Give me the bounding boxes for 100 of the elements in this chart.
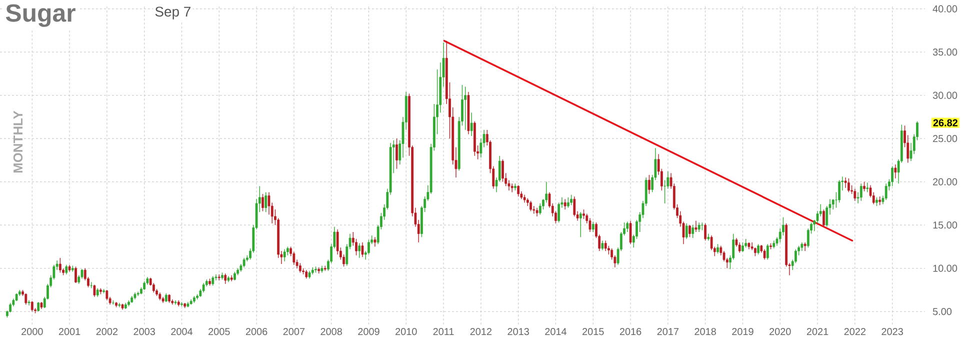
candlestick	[230, 274, 233, 282]
candlestick	[202, 282, 205, 293]
candlestick	[470, 112, 473, 136]
candlestick	[30, 300, 34, 312]
y-tick-label: 10.00	[933, 264, 958, 272]
x-tick-label: 2016	[620, 328, 642, 336]
x-tick-label: 2000	[22, 328, 43, 336]
candlestick	[763, 248, 766, 260]
candlestick	[860, 183, 862, 202]
candlestick	[648, 174, 650, 194]
candlestick	[884, 183, 888, 200]
candlestick	[374, 236, 376, 248]
candlestick	[742, 242, 744, 252]
candlestick	[707, 233, 710, 241]
x-tick-label: 2012	[470, 328, 492, 336]
candlestick	[573, 196, 576, 217]
x-tick-label: 2018	[694, 328, 716, 336]
candlestick	[738, 242, 741, 254]
candlestick	[283, 248, 286, 262]
x-tick-label: 2006	[246, 328, 268, 336]
candlestick	[65, 264, 68, 275]
x-tick-label: 2005	[208, 328, 230, 336]
x-tick-label: 2011	[433, 328, 454, 336]
x-tick-label: 2017	[657, 328, 679, 336]
candlestick	[24, 293, 28, 305]
candlestick	[570, 194, 573, 206]
annotation: 26.82	[933, 119, 958, 126]
candlestick	[844, 177, 847, 188]
candlestick	[698, 222, 700, 232]
candlestick	[242, 258, 246, 268]
candlestick	[262, 194, 264, 212]
candlestick	[564, 198, 566, 210]
annotation: MONTHLY	[13, 110, 23, 173]
candlestick	[502, 158, 504, 182]
candlestick	[704, 222, 707, 241]
candlestick	[510, 183, 514, 193]
candlestick	[891, 166, 894, 186]
candlestick	[601, 240, 604, 250]
candlestick	[538, 203, 542, 216]
candlestick	[74, 266, 77, 284]
candlestick	[588, 218, 592, 232]
x-tick-label: 2013	[508, 328, 529, 336]
candlestick	[530, 200, 532, 212]
candlestick	[688, 224, 691, 238]
y-tick-label: 20.00	[933, 178, 958, 186]
candlestick	[894, 164, 897, 179]
candlestick	[396, 138, 398, 170]
candlestick	[626, 221, 629, 232]
chart-title: Sugar	[6, 4, 76, 27]
candlestick	[716, 244, 719, 254]
candlestick	[361, 242, 364, 258]
candlestick	[106, 290, 108, 301]
candlestick	[264, 192, 268, 212]
x-tick-label: 2014	[545, 328, 567, 336]
candlestick	[579, 212, 582, 238]
candlestick	[629, 220, 632, 244]
y-tick-label: 40.00	[932, 5, 958, 12]
y-tick-label: 5.00	[932, 308, 952, 316]
candlestick	[766, 244, 769, 260]
candlestick	[517, 184, 520, 197]
x-tick-label: 2009	[358, 328, 380, 336]
candlestick	[822, 209, 825, 228]
candlestick	[757, 244, 760, 255]
candlestick	[866, 182, 869, 193]
y-tick-label: 35.00	[932, 48, 958, 56]
candlestick	[324, 265, 326, 272]
candlestick	[854, 188, 856, 202]
x-tick-label: 2001	[58, 328, 80, 336]
y-tick-label: 30.00	[932, 92, 958, 99]
y-tick-label: 15.00	[933, 222, 958, 229]
x-tick-label: 2019	[732, 328, 754, 336]
candlestick	[863, 181, 866, 192]
x-tick-label: 2003	[134, 328, 155, 336]
x-tick-label: 2004	[171, 328, 193, 336]
x-tick-label: 2022	[844, 328, 866, 336]
candlestick	[592, 221, 594, 232]
x-tick-label: 2008	[320, 328, 342, 336]
candlestick	[93, 284, 96, 298]
candlestick	[692, 224, 694, 238]
x-tick-label: 2023	[882, 328, 903, 336]
x-tick-label: 2007	[283, 328, 305, 336]
candlestick	[604, 240, 607, 252]
candlestick	[37, 302, 40, 312]
candlestick	[298, 262, 302, 273]
x-tick-label: 2021	[806, 328, 828, 336]
y-tick-label: 25.00	[933, 135, 958, 142]
candlestick	[58, 258, 62, 273]
chart-subtitle: Sep 7	[155, 6, 190, 20]
x-tick-label: 2015	[582, 328, 604, 336]
candlestick	[694, 220, 698, 232]
x-tick-label: 2020	[770, 328, 791, 336]
candlestick	[224, 273, 227, 284]
candlestick	[582, 209, 585, 220]
candlestick	[358, 242, 361, 258]
x-tick-label: 2002	[96, 328, 118, 336]
candlestick	[566, 197, 570, 208]
x-tick-label: 2010	[396, 328, 417, 336]
candlestick	[28, 300, 30, 306]
candlestick	[464, 86, 467, 130]
candlestick	[212, 276, 214, 286]
